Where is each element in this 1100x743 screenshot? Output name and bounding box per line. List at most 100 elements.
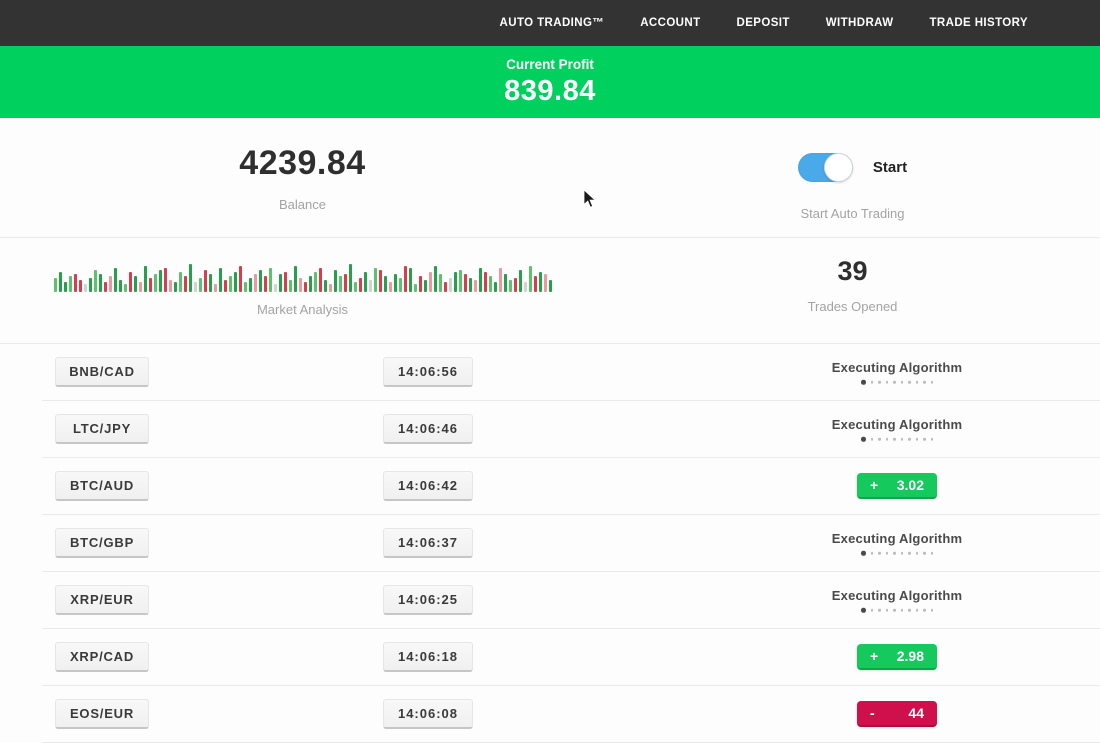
- market-bar: [318, 268, 322, 292]
- market-bar: [213, 284, 217, 292]
- market-bar: [88, 278, 92, 292]
- market-bar: [93, 270, 97, 292]
- nav-item-auto-trading[interactable]: AUTO TRADING™: [499, 17, 605, 29]
- market-bar: [523, 282, 527, 292]
- market-bar: [398, 278, 402, 292]
- pair-badge[interactable]: EOS/EUR: [55, 699, 149, 729]
- market-bar: [288, 280, 292, 292]
- trade-row: BTC/GBP 14:06:37 Executing Algorithm: [42, 515, 1100, 572]
- market-bar: [283, 272, 287, 292]
- market-bar: [418, 276, 422, 292]
- time-badge[interactable]: 14:06:56: [383, 357, 473, 387]
- trade-status: Executing Algorithm: [777, 531, 1017, 556]
- market-bar: [423, 280, 427, 292]
- progress-dot: [908, 437, 911, 441]
- pair-badge[interactable]: BTC/GBP: [55, 528, 149, 558]
- market-bar: [158, 270, 162, 292]
- progress-dots: [777, 550, 1017, 556]
- progress-dot: [878, 437, 881, 441]
- nav-item-withdraw[interactable]: WITHDRAW: [825, 17, 894, 29]
- progress-dot: [861, 436, 866, 442]
- progress-dot: [870, 551, 873, 555]
- trade-status: Executing Algorithm: [777, 417, 1017, 442]
- market-bar: [108, 276, 112, 292]
- progress-dot: [885, 608, 888, 612]
- trade-list: BNB/CAD 14:06:56 Executing Algorithm LTC…: [0, 344, 1100, 743]
- progress-dot: [908, 608, 911, 612]
- balance-value: 4239.84: [239, 144, 366, 182]
- start-auto-trading-toggle[interactable]: [797, 153, 853, 182]
- summary-section: 4239.84 Balance Start Start Auto Trading: [0, 118, 1100, 238]
- trade-row: BNB/CAD 14:06:56 Executing Algorithm: [42, 344, 1100, 401]
- market-bar: [98, 274, 102, 292]
- market-bar: [218, 268, 222, 292]
- time-badge[interactable]: 14:06:25: [383, 585, 473, 615]
- progress-dot: [930, 437, 933, 441]
- market-bar: [53, 278, 57, 292]
- market-bar: [278, 274, 282, 292]
- market-bar: [168, 280, 172, 292]
- progress-dot: [893, 437, 896, 441]
- trade-status: Executing Algorithm: [777, 588, 1017, 613]
- executing-algorithm-label: Executing Algorithm: [831, 587, 963, 603]
- trade-status: Executing Algorithm: [777, 360, 1017, 385]
- toggle-knob[interactable]: [823, 153, 853, 182]
- time-badge[interactable]: 14:06:42: [383, 471, 473, 501]
- market-bar: [368, 280, 372, 292]
- executing-algorithm-label: Executing Algorithm: [831, 416, 963, 432]
- market-bar: [353, 282, 357, 292]
- progress-dot: [900, 608, 903, 612]
- progress-dot: [900, 551, 903, 555]
- market-bar: [343, 274, 347, 292]
- balance-block: 4239.84 Balance: [0, 118, 605, 237]
- trade-status: - 44: [777, 701, 1017, 727]
- progress-dot: [923, 551, 926, 555]
- progress-dot: [870, 608, 873, 612]
- progress-dot: [915, 380, 918, 384]
- market-analysis-chart: [0, 262, 605, 292]
- profit-badge: +3.02: [857, 473, 937, 499]
- trades-opened-value: 39: [837, 256, 868, 286]
- pair-badge[interactable]: LTC/JPY: [55, 414, 149, 444]
- start-auto-trading-caption: Start Auto Trading: [800, 206, 905, 221]
- progress-dot: [893, 551, 896, 555]
- market-bar: [63, 282, 67, 292]
- time-badge[interactable]: 14:06:18: [383, 642, 473, 672]
- pair-badge[interactable]: BNB/CAD: [55, 357, 149, 387]
- progress-dot: [915, 608, 918, 612]
- executing-algorithm-label: Executing Algorithm: [831, 359, 963, 375]
- market-bar: [498, 268, 502, 292]
- progress-dot: [878, 551, 881, 555]
- market-bar: [173, 282, 177, 292]
- time-badge[interactable]: 14:06:08: [383, 699, 473, 729]
- market-bar: [163, 268, 167, 292]
- result-sign: +: [870, 477, 879, 493]
- time-badge[interactable]: 14:06:37: [383, 528, 473, 558]
- nav-item-trade-history[interactable]: TRADE HISTORY: [929, 17, 1028, 29]
- trades-opened-label: Trades Opened: [807, 299, 898, 314]
- progress-dot: [915, 551, 918, 555]
- time-badge[interactable]: 14:06:46: [383, 414, 473, 444]
- progress-dots: [777, 436, 1017, 442]
- nav-item-account[interactable]: ACCOUNT: [640, 17, 701, 29]
- market-section: Market Analysis 39 Trades Opened: [0, 238, 1100, 344]
- market-bar: [238, 266, 242, 292]
- progress-dot: [923, 437, 926, 441]
- market-bar: [183, 276, 187, 292]
- market-bar: [143, 266, 147, 292]
- market-bar: [303, 282, 307, 292]
- market-bar: [448, 278, 452, 292]
- market-bar: [538, 272, 542, 292]
- market-bar: [393, 274, 397, 292]
- pair-badge[interactable]: XRP/EUR: [55, 585, 149, 615]
- nav-item-deposit[interactable]: DEPOSIT: [736, 17, 790, 29]
- progress-dot: [885, 380, 888, 384]
- market-bar: [543, 274, 547, 292]
- progress-dot: [923, 608, 926, 612]
- pair-badge[interactable]: XRP/CAD: [55, 642, 149, 672]
- current-profit-banner: Current Profit 839.84: [0, 46, 1100, 118]
- market-bar: [323, 280, 327, 292]
- progress-dot: [908, 551, 911, 555]
- pair-badge[interactable]: BTC/AUD: [55, 471, 149, 501]
- trade-row: LTC/JPY 14:06:46 Executing Algorithm: [42, 401, 1100, 458]
